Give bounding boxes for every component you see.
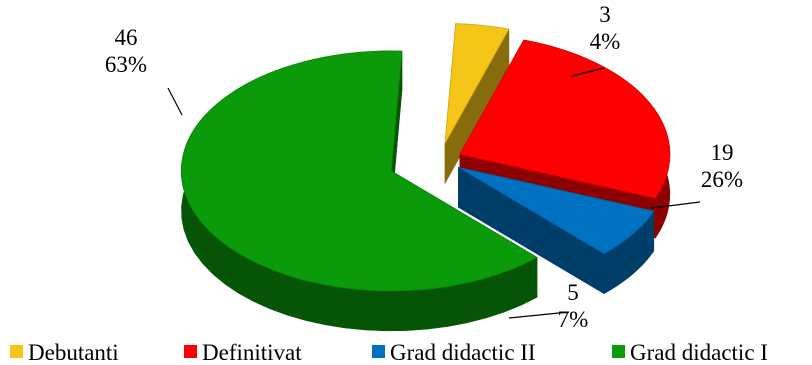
leader-line-grad-didactic-ii [508,311,570,319]
legend-swatch [10,345,23,358]
legend-label: Debutanti [28,340,119,365]
legend-swatch [372,345,385,358]
data-label-percent: 4% [590,29,621,54]
leader-lines [167,67,701,319]
legend-item-grad-didactic-ii: Grad didactic II [372,340,536,365]
data-label-value: 46 [115,25,138,50]
data-label-value: 5 [567,280,579,305]
legend-label: Grad didactic II [390,340,536,365]
pie-slice-grad-didactic-i [180,50,538,332]
leader-line-grad-didactic-i [167,87,183,116]
legend-item-grad-didactic-i: Grad didactic I [612,340,768,365]
pie-slice-debutanti [444,23,510,185]
pie-slice-grad-didactic-ii [458,166,655,295]
data-label-value: 19 [711,140,734,165]
legend: Debutanti Definitivat Grad didactic II Grad… [10,340,768,365]
legend-item-definitivat: Definitivat [184,340,302,365]
legend-label: Definitivat [202,340,302,365]
leader-line-debutanti [571,67,605,77]
pie-slices [180,23,671,332]
data-label-percent: 26% [701,167,743,192]
data-label-percent: 7% [558,307,589,332]
legend-label: Grad didactic I [630,340,768,365]
legend-swatch [612,345,625,358]
data-label-value: 3 [599,2,611,27]
leader-line-definitivat [651,201,701,209]
data-label-percent: 63% [105,52,147,77]
legend-swatch [184,345,197,358]
legend-item-debutanti: Debutanti [10,340,119,365]
